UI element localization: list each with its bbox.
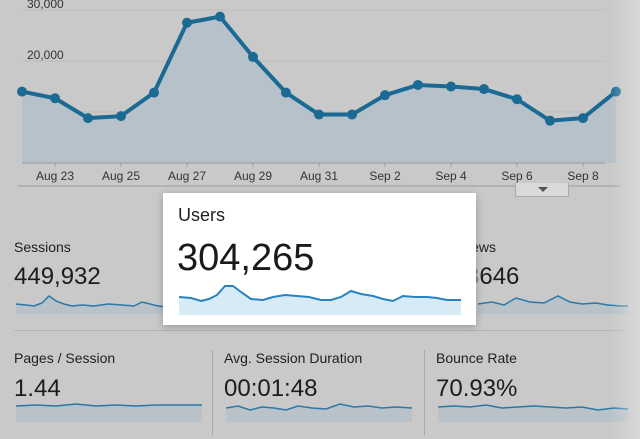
data-point[interactable]	[347, 109, 357, 120]
users-area	[22, 16, 616, 163]
pageviews-sparkline	[478, 295, 628, 314]
data-point[interactable]	[446, 81, 456, 92]
sessions-value: 449,932	[14, 263, 101, 290]
data-point[interactable]	[83, 113, 93, 124]
users-metric-card[interactable]: Users 304,265	[163, 193, 476, 325]
bounce-rate-value: 70.93%	[436, 375, 518, 402]
x-tick-label: Aug 23	[36, 169, 74, 183]
avg-session-duration-sparkline	[226, 403, 412, 422]
data-point[interactable]	[116, 111, 126, 122]
x-tick-label: Aug 31	[300, 169, 338, 183]
users-label: Users	[178, 205, 226, 225]
x-tick-label: Sep 6	[501, 169, 533, 183]
sessions-sparkline	[16, 295, 166, 314]
data-point[interactable]	[248, 51, 258, 62]
x-tick-label: Sep 8	[567, 169, 599, 183]
bounce-rate-sparkline	[438, 404, 628, 422]
y-tick-label: 20,000	[27, 48, 64, 62]
users-value: 304,265	[177, 237, 315, 279]
data-point[interactable]	[479, 84, 489, 95]
edge-fade	[610, 0, 640, 439]
x-tick-label: Sep 2	[369, 169, 401, 183]
pages-per-session-label: Pages / Session	[14, 350, 116, 366]
data-point[interactable]	[545, 115, 555, 126]
data-point[interactable]	[149, 87, 159, 98]
sessions-label: Sessions	[14, 239, 71, 255]
chart-collapse-handle[interactable]	[515, 183, 569, 197]
avg-session-duration-value: 00:01:48	[224, 375, 318, 402]
x-tick-label: Aug 25	[102, 169, 140, 183]
chevron-down-icon	[538, 187, 548, 192]
bounce-rate-label: Bounce Rate	[436, 350, 517, 366]
data-point[interactable]	[215, 11, 225, 22]
data-point[interactable]	[413, 79, 423, 90]
y-tick-label: 30,000	[27, 0, 64, 11]
pages-per-session-sparkline	[16, 403, 202, 422]
data-point[interactable]	[50, 93, 60, 104]
avg-session-duration-label: Avg. Session Duration	[224, 350, 363, 366]
data-point[interactable]	[578, 113, 588, 124]
data-point[interactable]	[314, 109, 324, 120]
data-point[interactable]	[512, 94, 522, 105]
data-point[interactable]	[281, 87, 291, 98]
x-tick-label: Aug 29	[234, 169, 272, 183]
users-sparkline	[179, 285, 461, 315]
data-point[interactable]	[380, 90, 390, 101]
data-point[interactable]	[17, 86, 27, 97]
x-tick-label: Sep 4	[435, 169, 467, 183]
x-tick-label: Aug 27	[168, 169, 206, 183]
pages-per-session-value: 1.44	[14, 375, 61, 402]
data-point[interactable]	[182, 17, 192, 28]
